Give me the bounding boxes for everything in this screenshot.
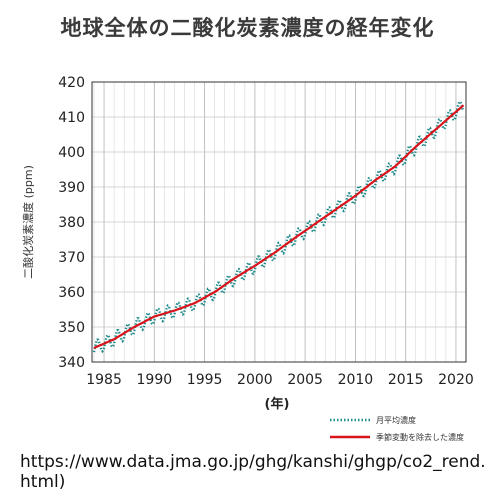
legend-monthly-label: 月平均濃度 [376,415,416,425]
x-tick-label: 2000 [237,372,273,388]
y-tick-label: 400 [58,145,85,161]
x-tick-label: 1990 [137,372,173,388]
plot-frame [91,81,467,363]
page-title: 地球全体の二酸化炭素濃度の経年変化 [60,16,435,40]
y-tick-label: 340 [58,355,85,371]
y-tick-label: 420 [58,75,85,91]
y-tick-label: 380 [58,215,85,231]
series-monthly-line [92,100,465,354]
y-tick-label: 350 [58,320,85,336]
series-layer [92,100,465,354]
series-deseasonalized-line [93,104,465,350]
y-tick-label: 410 [58,110,85,126]
y-tick-label: 390 [58,180,85,196]
x-tick-label: 2020 [438,372,474,388]
legend: 月平均濃度 季節変動を除去した濃度 [330,415,464,442]
legend-deseason-label: 季節変動を除去した濃度 [376,432,464,442]
x-axis-label: (年) [265,396,290,412]
co2-chart: 1985 1990 1995 2000 2005 2010 2015 2020 340 350 36… [21,75,474,442]
x-tick-label: 1985 [86,372,122,388]
x-tick-label: 2005 [287,372,323,388]
source-url: https://www.data.jma.go.jp/ghg/kanshi/gh… [20,452,486,492]
x-tick-label: 2010 [338,372,374,388]
y-tick-label: 370 [58,250,85,266]
x-tick-label: 1995 [187,372,223,388]
x-tick-label: 2015 [388,372,424,388]
y-tick-label: 360 [58,285,85,301]
tick-labels: 1985 1990 1995 2000 2005 2010 2015 2020 340 350 36… [58,75,474,388]
y-axis-label: 二酸化炭素濃度 (ppm) [21,165,35,279]
grid [92,81,466,363]
